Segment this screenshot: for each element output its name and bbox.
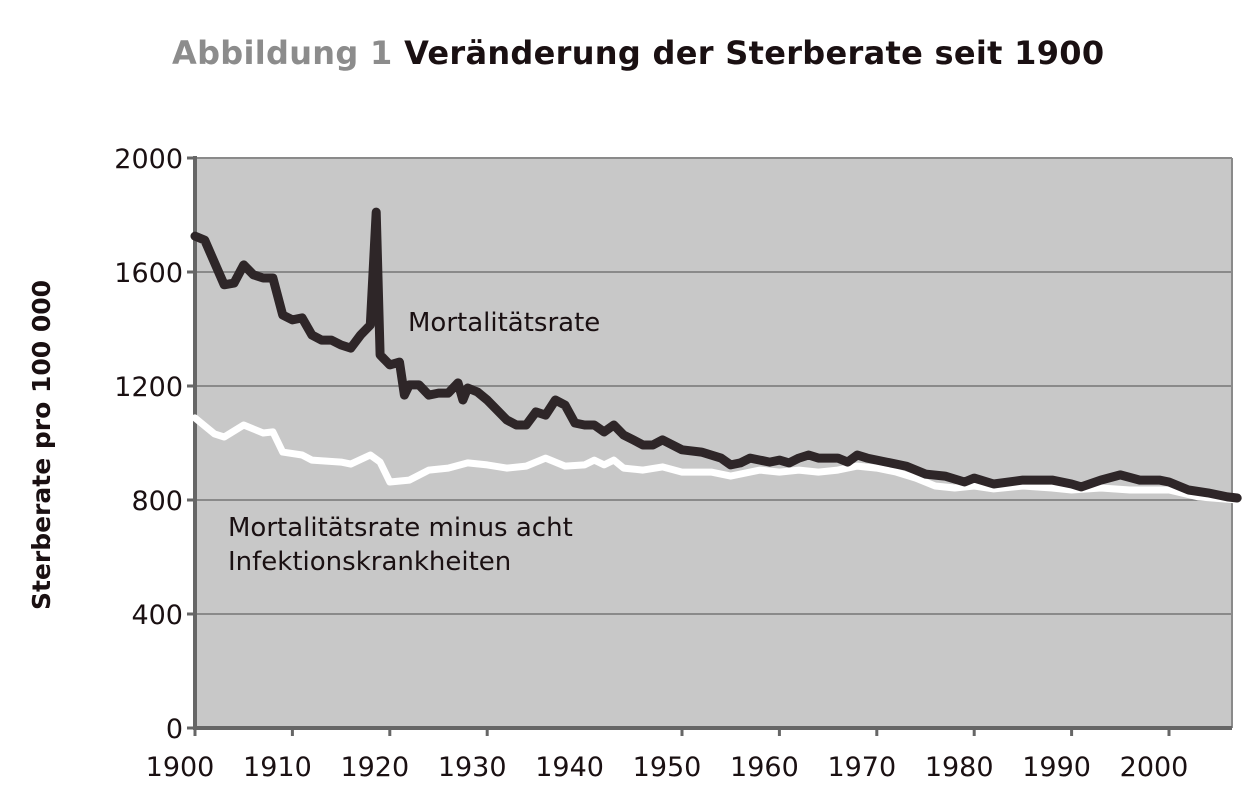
x-tick-label: 1940 bbox=[535, 752, 604, 783]
figure-number: Abbildung 1 bbox=[172, 34, 393, 72]
x-tick-label: 1970 bbox=[827, 752, 896, 783]
title-text: Veränderung der Sterberate seit 1900 bbox=[404, 34, 1105, 72]
x-tick-label: 1960 bbox=[730, 752, 799, 783]
series-line-minus-infections bbox=[191, 414, 1241, 504]
x-tick-label: 1950 bbox=[633, 752, 702, 783]
y-tick-label: 0 bbox=[166, 714, 183, 745]
series-line-mortality bbox=[190, 207, 1242, 503]
gridlines bbox=[195, 157, 1232, 615]
y-tick-label: 2000 bbox=[114, 144, 183, 175]
plot-area bbox=[195, 158, 1232, 728]
y-tick-label: 1600 bbox=[114, 258, 183, 289]
y-tick-label: 400 bbox=[131, 600, 183, 631]
x-tick-label: 2000 bbox=[1120, 752, 1189, 783]
series-lines bbox=[190, 207, 1242, 504]
y-axis-label: Sterberate pro 100 000 bbox=[27, 280, 56, 610]
y-tick-label: 800 bbox=[131, 486, 183, 517]
x-tick-label: 1920 bbox=[340, 752, 409, 783]
x-tick-label: 1900 bbox=[146, 752, 215, 783]
axes bbox=[187, 156, 1233, 736]
series-label-minus-infections-line1: Mortalitätsrate minus acht bbox=[228, 513, 573, 543]
x-tick-label: 1930 bbox=[438, 752, 507, 783]
x-tick-label: 1980 bbox=[925, 752, 994, 783]
x-tick-label: 1910 bbox=[243, 752, 312, 783]
series-label-minus-infections-line2: Infektionskrankheiten bbox=[228, 547, 511, 577]
x-tick-label: 1990 bbox=[1022, 752, 1091, 783]
y-tick-label: 1200 bbox=[114, 372, 183, 403]
chart-title: Abbildung 1 Veränderung der Sterberate s… bbox=[172, 34, 1104, 72]
series-label-mortality: Mortalitätsrate bbox=[408, 308, 600, 338]
tick-labels: 0 400 800 1200 1600 2000 1900 1910 1920 1930 1940 1… bbox=[114, 144, 1188, 783]
